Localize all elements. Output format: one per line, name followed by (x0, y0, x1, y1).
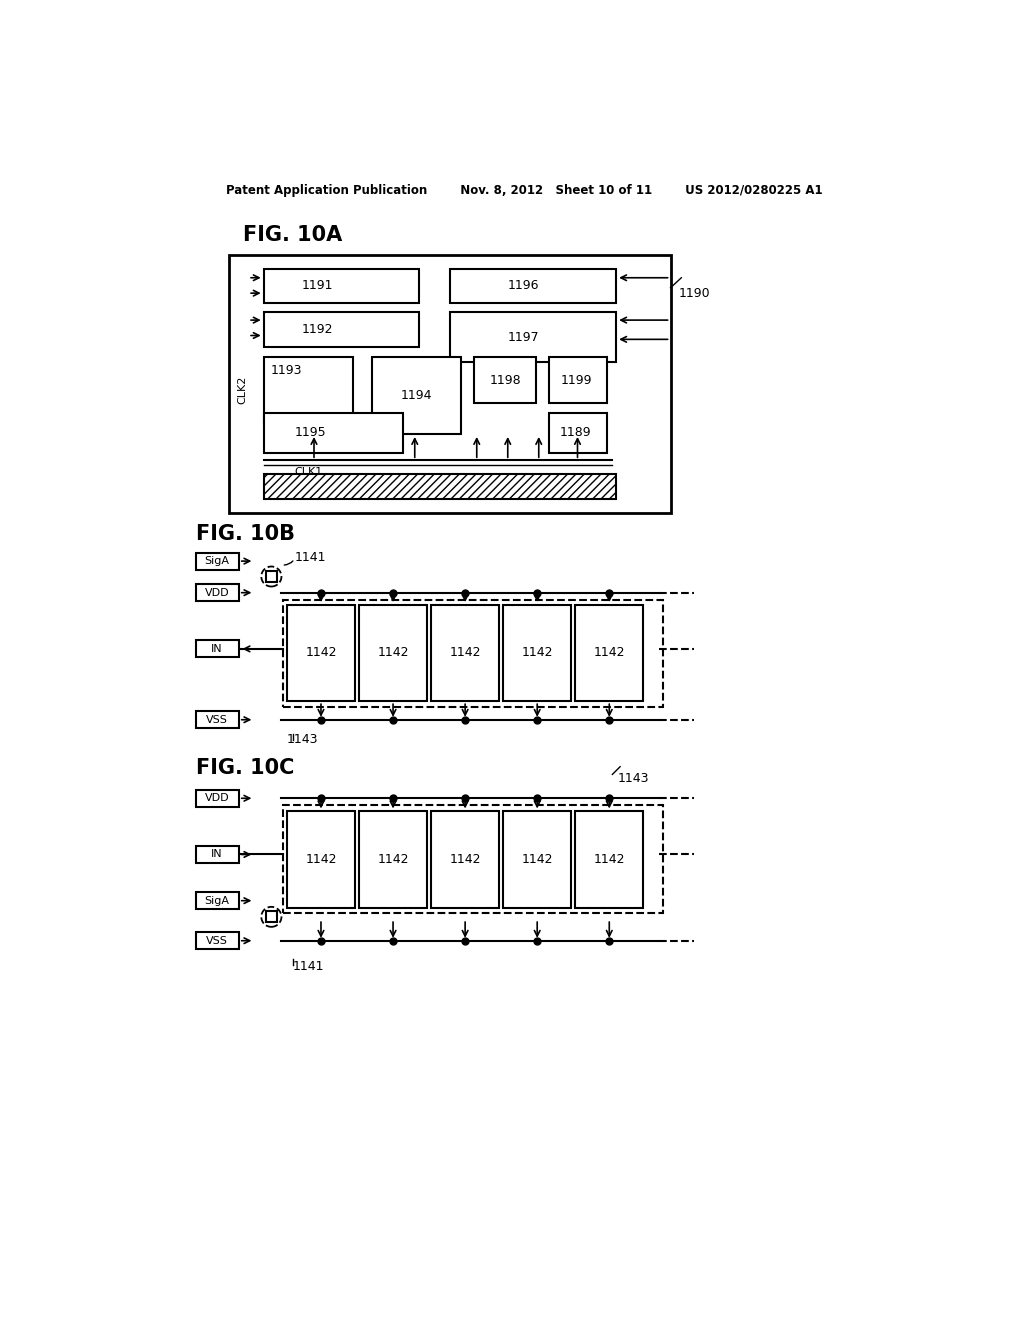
Bar (263, 268, 419, 304)
Text: 1142: 1142 (594, 853, 625, 866)
Text: CLK1: CLK1 (295, 467, 323, 477)
Bar (359, 812, 427, 908)
Text: 1142: 1142 (521, 647, 553, 659)
Bar (431, 605, 500, 701)
Text: 1190: 1190 (678, 286, 710, 300)
Bar (474, 358, 537, 404)
Text: 1141: 1141 (292, 961, 324, 973)
Text: 1193: 1193 (271, 364, 303, 378)
Bar (549, 413, 607, 453)
Text: 1142: 1142 (305, 853, 337, 866)
Text: VDD: VDD (205, 793, 229, 804)
Bar (549, 358, 607, 404)
Bar (283, 599, 663, 708)
Bar (287, 812, 355, 908)
Text: VDD: VDD (205, 587, 229, 598)
Bar (197, 585, 239, 601)
Text: VSS: VSS (206, 936, 228, 945)
Text: 1189: 1189 (560, 426, 592, 440)
Text: Patent Application Publication        Nov. 8, 2012   Sheet 10 of 11        US 20: Patent Application Publication Nov. 8, 2… (226, 185, 823, 197)
Bar (228, 255, 671, 512)
Bar (197, 892, 239, 909)
Bar (575, 812, 643, 908)
Text: 1142: 1142 (305, 647, 337, 659)
Text: 1196: 1196 (508, 279, 539, 292)
Bar (197, 846, 239, 863)
Bar (266, 572, 276, 582)
Bar (197, 711, 239, 729)
Text: 1192: 1192 (302, 323, 334, 335)
Bar (263, 413, 403, 453)
Text: SigA: SigA (205, 896, 229, 906)
Bar (263, 356, 352, 422)
Bar (263, 474, 616, 499)
Text: FIG. 10A: FIG. 10A (243, 226, 342, 246)
Text: 1191: 1191 (302, 279, 334, 292)
Bar (450, 313, 616, 363)
Text: FIG. 10B: FIG. 10B (197, 524, 295, 544)
Bar (263, 313, 419, 347)
Text: 1142: 1142 (521, 853, 553, 866)
Text: 1141: 1141 (295, 550, 326, 564)
Text: 1142: 1142 (377, 647, 409, 659)
Bar (197, 553, 239, 570)
Bar (372, 358, 461, 434)
Text: FIG. 10C: FIG. 10C (197, 758, 295, 779)
Bar (503, 605, 571, 701)
Bar (197, 640, 239, 657)
Text: SigA: SigA (205, 556, 229, 566)
Text: 1142: 1142 (450, 647, 481, 659)
Text: 1197: 1197 (508, 330, 539, 343)
Text: VSS: VSS (206, 714, 228, 725)
Bar (266, 911, 276, 923)
Text: 1195: 1195 (294, 426, 326, 440)
Bar (197, 932, 239, 949)
Bar (287, 605, 355, 701)
Text: 1142: 1142 (450, 853, 481, 866)
Text: 1142: 1142 (377, 853, 409, 866)
Text: 1143: 1143 (617, 772, 649, 785)
Bar (283, 805, 663, 913)
Bar (359, 605, 427, 701)
Bar (503, 812, 571, 908)
Text: 1199: 1199 (560, 374, 592, 387)
Bar (197, 789, 239, 807)
Bar (450, 268, 616, 304)
Text: 1194: 1194 (400, 389, 432, 403)
Bar (575, 605, 643, 701)
Text: 1143: 1143 (287, 733, 318, 746)
Text: IN: IN (211, 850, 223, 859)
Bar (431, 812, 500, 908)
Text: CLK2: CLK2 (238, 375, 248, 404)
Text: IN: IN (211, 644, 223, 653)
Text: 1198: 1198 (489, 374, 521, 387)
Text: 1142: 1142 (594, 647, 625, 659)
